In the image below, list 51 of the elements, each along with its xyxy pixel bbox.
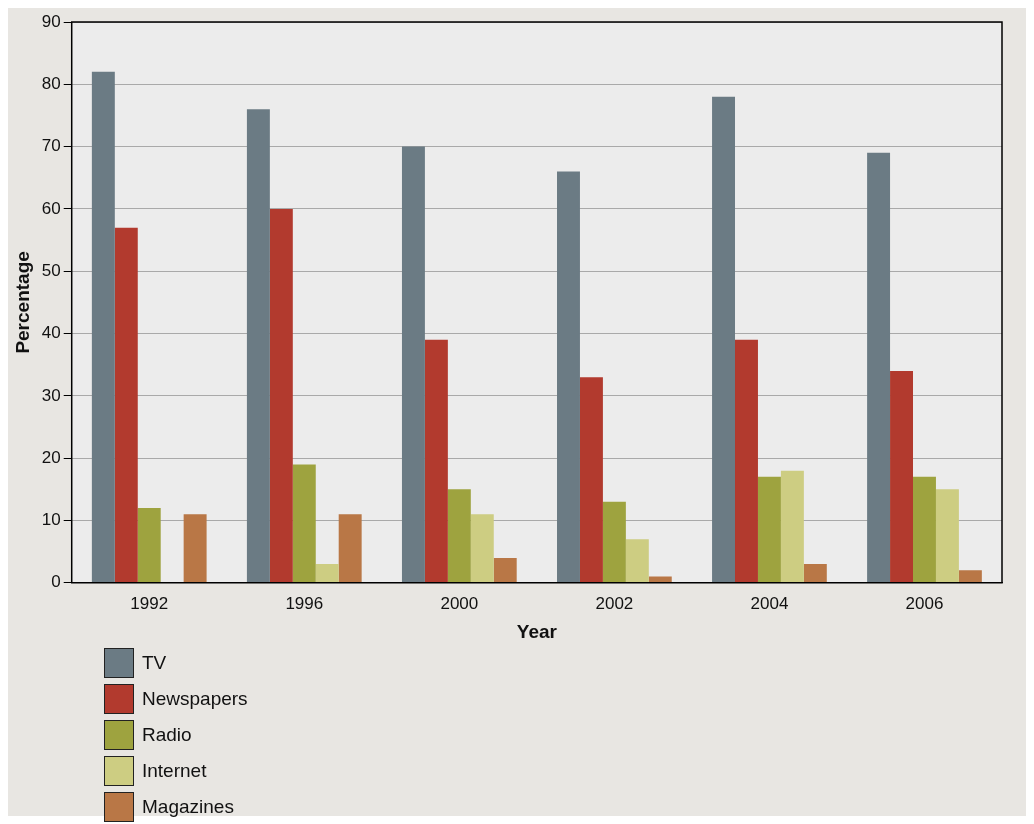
y-tick-label: 50 [41, 260, 61, 280]
y-tick-label: 60 [41, 198, 61, 218]
bar [935, 489, 959, 583]
bar [867, 152, 891, 583]
bar [114, 227, 138, 583]
bar [91, 71, 115, 583]
x-tick-label: 2004 [750, 593, 789, 613]
bar [493, 557, 517, 583]
y-tick-label: 70 [41, 136, 61, 156]
y-tick-label: 80 [41, 74, 61, 93]
bar [625, 539, 649, 583]
y-tick-label: 90 [41, 11, 61, 31]
bar [246, 109, 270, 583]
bar [712, 96, 736, 583]
x-tick-label: 2002 [595, 593, 634, 613]
legend-label: Radio [142, 724, 192, 746]
bar [470, 514, 494, 583]
bar [269, 208, 293, 583]
bar [292, 464, 316, 583]
bar [579, 377, 603, 583]
legend-label: Newspapers [142, 688, 248, 710]
bar [913, 476, 936, 583]
bar [803, 564, 827, 583]
bar [602, 501, 626, 583]
x-tick-label: 2000 [440, 593, 479, 613]
bar [424, 339, 448, 583]
y-tick-label: 0 [51, 572, 61, 592]
bar [401, 146, 425, 583]
bar [757, 476, 781, 583]
bar [890, 370, 913, 583]
legend-label: Magazines [142, 796, 234, 818]
y-tick-label: 10 [41, 510, 61, 530]
y-tick-label: 30 [41, 385, 61, 405]
bar [958, 570, 982, 583]
x-tick-label: 2006 [905, 593, 944, 613]
bar [338, 514, 362, 583]
bar [735, 339, 758, 583]
x-tick-label: 1992 [130, 593, 169, 613]
bar [780, 470, 804, 583]
x-axis-title: Year [516, 620, 558, 642]
bar [557, 171, 580, 583]
legend-label: TV [142, 652, 167, 674]
legend-label: Internet [142, 760, 207, 782]
y-axis-title: Percentage [11, 251, 33, 354]
bar [137, 508, 161, 583]
x-tick-label: 1996 [285, 593, 324, 613]
y-tick-label: 20 [41, 447, 61, 467]
bar [183, 514, 207, 583]
bar [447, 489, 471, 583]
bar [315, 564, 339, 583]
y-tick-label: 40 [41, 323, 61, 343]
